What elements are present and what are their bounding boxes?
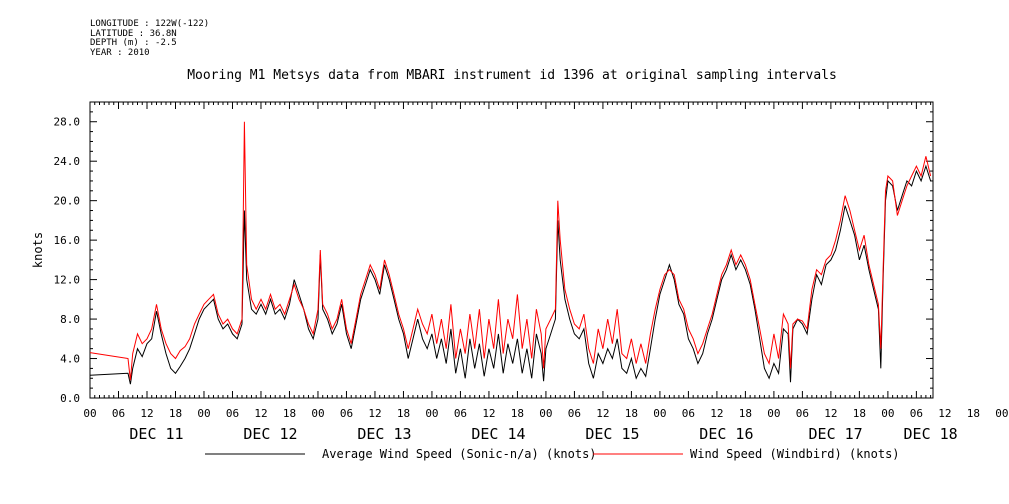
- y-tick-label: 4.0: [60, 353, 80, 366]
- chart-legend: Average Wind Speed (Sonic-n/a) (knots) Wi…: [205, 447, 900, 461]
- longitude-label: LONGITUDE : 122W(-122): [90, 19, 210, 29]
- y-axis-label: knots: [31, 232, 45, 268]
- plot-frame: [89, 101, 934, 399]
- x-tick-label: 18: [511, 407, 524, 420]
- x-day-label: DEC 12: [243, 425, 297, 443]
- y-tick-label: 12.0: [54, 274, 81, 287]
- x-tick-label: 00: [995, 407, 1008, 420]
- legend-label-1: Average Wind Speed (Sonic-n/a) (knots): [322, 447, 597, 461]
- x-tick-label: 12: [254, 407, 267, 420]
- x-tick-label: 18: [169, 407, 182, 420]
- x-tick-label: 00: [197, 407, 210, 420]
- x-tick-label: 06: [340, 407, 353, 420]
- y-tick-label: 0.0: [60, 392, 80, 405]
- x-day-label: DEC 15: [585, 425, 639, 443]
- x-day-label: DEC 17: [809, 425, 863, 443]
- chart-axes: 0.0 4.0 8.0 12.0 16.0 20.0 24.0 28.0 knots 00 06 12…: [31, 101, 1008, 443]
- y-tick-label: 16.0: [54, 234, 81, 247]
- y-tick-label: 24.0: [54, 155, 81, 168]
- series-line-2: [89, 121, 932, 381]
- x-tick-label: 18: [853, 407, 866, 420]
- x-tick-label: 12: [710, 407, 723, 420]
- x-tick-label: 18: [283, 407, 296, 420]
- x-tick-label: 12: [824, 407, 837, 420]
- metadata-block: LONGITUDE : 122W(-122) LATITUDE : 36.8N …: [90, 19, 210, 58]
- x-tick-label: 06: [568, 407, 581, 420]
- chart-series: [89, 121, 932, 385]
- x-day-label: DEC 11: [129, 425, 183, 443]
- x-day-label: DEC 16: [699, 425, 753, 443]
- depth-label: DEPTH (m) : -2.5: [90, 38, 177, 48]
- x-tick-label: 12: [368, 407, 381, 420]
- x-tick-label: 12: [140, 407, 153, 420]
- x-tick-label: 12: [596, 407, 609, 420]
- x-tick-label: 00: [425, 407, 438, 420]
- x-tick-label: 12: [482, 407, 495, 420]
- x-tick-label: 18: [967, 407, 980, 420]
- x-day-label: DEC 13: [357, 425, 411, 443]
- y-tick-label: 8.0: [60, 313, 80, 326]
- x-tick-label: 00: [653, 407, 666, 420]
- latitude-label: LATITUDE : 36.8N: [90, 28, 177, 39]
- x-tick-label: 06: [454, 407, 467, 420]
- x-tick-label: 06: [910, 407, 923, 420]
- x-tick-label: 12: [938, 407, 951, 420]
- legend-label-2: Wind Speed (Windbird) (knots): [690, 447, 900, 461]
- x-day-label: DEC 18: [904, 425, 958, 443]
- x-tick-label: 06: [112, 407, 125, 420]
- x-tick-label: 18: [739, 407, 752, 420]
- x-tick-label: 00: [83, 407, 96, 420]
- x-tick-label: 00: [881, 407, 894, 420]
- x-tick-label: 00: [767, 407, 780, 420]
- x-tick-label: 00: [539, 407, 552, 420]
- x-day-label: DEC 14: [471, 425, 525, 443]
- x-tick-label: 06: [796, 407, 809, 420]
- series-line-1: [89, 164, 932, 385]
- chart-title: Mooring M1 Metsys data from MBARI instru…: [187, 68, 837, 83]
- x-tick-label: 06: [682, 407, 695, 420]
- x-tick-label: 18: [625, 407, 638, 420]
- x-tick-label: 00: [311, 407, 324, 420]
- y-tick-label: 28.0: [54, 116, 81, 129]
- y-tick-label: 20.0: [54, 195, 81, 208]
- x-tick-label: 18: [397, 407, 410, 420]
- year-label: YEAR : 2010: [90, 47, 150, 58]
- x-tick-label: 06: [226, 407, 239, 420]
